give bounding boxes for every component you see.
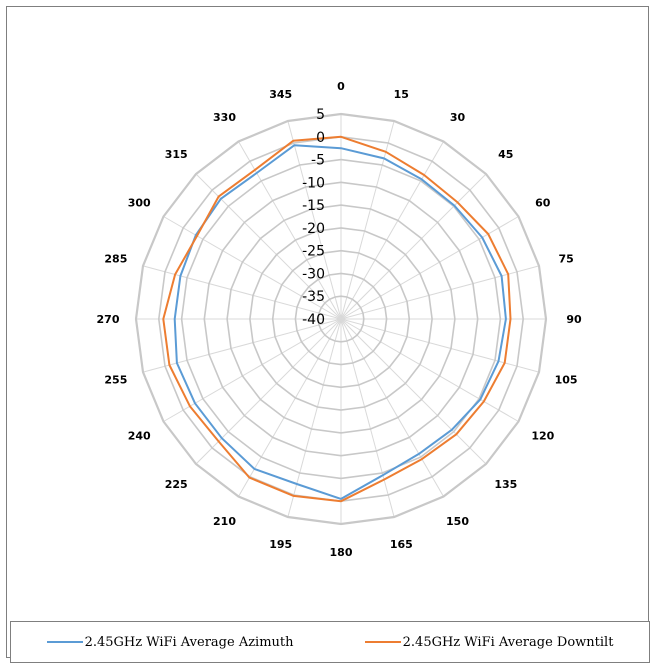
- radial-tick-label: -25: [302, 244, 325, 260]
- legend-item-azimuth: 2.45GHz WiFi Average Azimuth: [46, 634, 294, 650]
- spoke-240: [163, 318, 342, 422]
- angle-label-240: 240: [128, 430, 151, 443]
- spoke-165: [340, 318, 395, 518]
- angle-label-300: 300: [128, 197, 151, 210]
- spoke-15: [340, 120, 395, 320]
- angle-label-45: 45: [498, 148, 513, 161]
- spoke-225: [195, 318, 342, 465]
- angle-label-105: 105: [555, 373, 578, 386]
- angle-label-225: 225: [165, 478, 188, 491]
- spoke-135: [340, 318, 487, 465]
- angle-label-195: 195: [269, 538, 292, 551]
- legend-item-downtilt: 2.45GHz WiFi Average Downtilt: [364, 634, 614, 650]
- radial-tick-label: -30: [302, 266, 325, 282]
- spoke-75: [340, 265, 540, 320]
- angle-label-270: 270: [97, 313, 120, 326]
- radial-tick-label: 0: [316, 130, 325, 146]
- radial-tick-label: -20: [302, 221, 325, 237]
- angle-label-150: 150: [446, 515, 469, 528]
- grid-ring--5: [180, 158, 502, 480]
- legend: 2.45GHz WiFi Average Azimuth 2.45GHz WiF…: [10, 621, 650, 663]
- angle-label-60: 60: [535, 197, 551, 210]
- angle-label-330: 330: [213, 111, 236, 124]
- legend-label-azimuth: 2.45GHz WiFi Average Azimuth: [84, 634, 294, 650]
- grid-ring-5: [134, 112, 548, 526]
- angle-label-315: 315: [165, 148, 188, 161]
- spoke-120: [340, 318, 519, 422]
- legend-swatch-downtilt: [364, 641, 401, 643]
- radial-tick-label: 5: [316, 107, 325, 123]
- angle-label-120: 120: [531, 430, 554, 443]
- spoke-330: [238, 141, 342, 320]
- spoke-300: [163, 216, 342, 320]
- angle-label-165: 165: [390, 538, 413, 551]
- angle-label-135: 135: [494, 478, 517, 491]
- grid-ring--10: [203, 181, 479, 457]
- radial-tick-label: -40: [302, 312, 325, 328]
- angle-label-210: 210: [213, 515, 236, 528]
- angle-label-180: 180: [330, 546, 353, 559]
- legend-swatch-azimuth: [46, 641, 83, 643]
- spoke-195: [287, 318, 342, 518]
- angle-label-255: 255: [104, 373, 127, 386]
- grid-ring--30: [294, 272, 388, 366]
- angle-label-0: 0: [337, 80, 345, 93]
- angle-label-30: 30: [450, 111, 466, 124]
- radial-tick-label: -5: [311, 153, 325, 169]
- radial-tick-label: -35: [302, 289, 325, 305]
- spoke-105: [340, 318, 540, 373]
- series-line-1: [162, 135, 512, 503]
- angle-label-345: 345: [269, 88, 292, 101]
- grid-ring--15: [226, 204, 456, 434]
- grid-ring--35: [317, 295, 365, 343]
- grid-ring--20: [249, 227, 433, 411]
- angle-label-15: 15: [394, 88, 409, 101]
- angle-label-285: 285: [104, 253, 127, 266]
- radial-tick-label: -10: [302, 175, 325, 191]
- angle-label-90: 90: [566, 313, 582, 326]
- spoke-30: [340, 141, 444, 320]
- legend-label-downtilt: 2.45GHz WiFi Average Downtilt: [402, 634, 614, 650]
- radial-tick-label: -15: [302, 198, 325, 214]
- spoke-150: [340, 318, 444, 497]
- series-line-0: [173, 144, 507, 500]
- grid-ring--25: [271, 249, 411, 389]
- spoke-45: [340, 173, 487, 320]
- spoke-345: [287, 120, 342, 320]
- spoke-210: [238, 318, 342, 497]
- angle-label-75: 75: [558, 253, 573, 266]
